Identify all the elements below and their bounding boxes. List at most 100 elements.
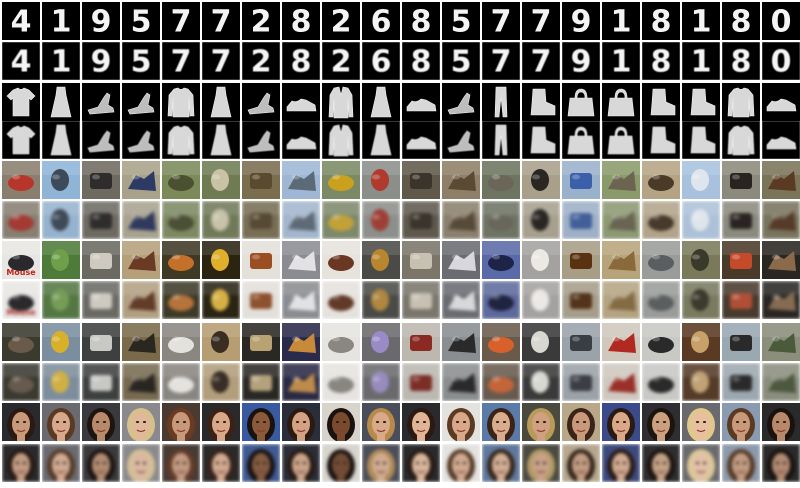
original-image (122, 241, 160, 279)
original-image (682, 323, 720, 361)
original-image (402, 83, 440, 121)
original-image (162, 241, 200, 279)
reconstruction-image: 6 (362, 42, 400, 80)
original-image (442, 241, 480, 279)
original-image (602, 323, 640, 361)
original-image (122, 403, 160, 441)
reconstruction-image (202, 201, 240, 239)
original-image (2, 83, 40, 121)
ankle-boot-icon (650, 126, 676, 154)
reconstruction-image (642, 363, 680, 401)
original-image: 9 (82, 2, 120, 40)
original-image (162, 161, 200, 199)
cifar-10-original-row (0, 161, 800, 199)
reconstruction-image (362, 363, 400, 401)
bag-icon (567, 126, 595, 155)
original-image (682, 83, 720, 121)
reconstruction-image (122, 281, 160, 319)
reconstruction-image (282, 281, 320, 319)
original-image (82, 83, 120, 121)
original-image (402, 161, 440, 199)
digit-label: 8 (731, 5, 752, 40)
original-image (562, 241, 600, 279)
original-image (402, 403, 440, 441)
original-image: 6 (362, 2, 400, 40)
reconstruction-image (202, 281, 240, 319)
reconstruction-image (202, 444, 240, 482)
reconstruction-image (522, 363, 560, 401)
original-image (402, 241, 440, 279)
reconstruction-image (42, 281, 80, 319)
reconstruction-image (322, 201, 360, 239)
reconstruction-image: 8 (402, 42, 440, 80)
tshirt-icon (6, 87, 36, 117)
original-image (42, 241, 80, 279)
digit-label: 9 (571, 5, 592, 40)
reconstruction-image (642, 121, 680, 159)
bag-icon (567, 88, 595, 117)
original-image: 2 (322, 2, 360, 40)
original-image (242, 161, 280, 199)
trouser-icon (494, 124, 508, 156)
original-image (722, 323, 760, 361)
reconstruction-image (442, 363, 480, 401)
digit-label: 1 (691, 45, 712, 80)
sandal-icon (87, 130, 115, 153)
digit-label: 0 (771, 45, 792, 80)
original-image (602, 241, 640, 279)
dress-icon (210, 86, 232, 118)
original-image (42, 83, 80, 121)
digit-label: 6 (371, 45, 392, 80)
reconstruction-image (402, 201, 440, 239)
original-image (482, 323, 520, 361)
reconstruction-image (722, 281, 760, 319)
original-image (722, 161, 760, 199)
original-image (602, 403, 640, 441)
reconstruction-image (42, 201, 80, 239)
reconstruction-image (602, 363, 640, 401)
original-image (122, 83, 160, 121)
original-image: 7 (162, 2, 200, 40)
original-image (82, 161, 120, 199)
digit-label: 1 (51, 45, 72, 80)
reconstruction-image (722, 363, 760, 401)
pullover-icon (727, 125, 755, 156)
ankle-boot-icon (690, 88, 716, 116)
original-image (2, 403, 40, 441)
dress-icon (50, 86, 72, 118)
fashion-mnist-original-row (0, 83, 800, 121)
reconstruction-image (82, 121, 120, 159)
original-image (482, 161, 520, 199)
original-image: 1 (42, 2, 80, 40)
original-image (82, 241, 120, 279)
original-image (642, 161, 680, 199)
sandal-icon (127, 92, 155, 115)
ankle-boot-icon (650, 88, 676, 116)
original-image (282, 241, 320, 279)
digit-label: 7 (211, 5, 232, 40)
reconstruction-image (2, 363, 40, 401)
sneaker-icon (766, 98, 797, 112)
cifar-10-reconstruction-row (0, 201, 800, 239)
original-image (2, 323, 40, 361)
original-image: 8 (402, 2, 440, 40)
ankle-boot-icon (690, 126, 716, 154)
reconstruction-image: 2 (242, 42, 280, 80)
reconstruction-image: 1 (42, 42, 80, 80)
original-image (42, 403, 80, 441)
reconstruction-image (482, 281, 520, 319)
digit-label: 8 (651, 5, 672, 40)
coat-icon (328, 86, 354, 119)
original-image (442, 83, 480, 121)
original-image (322, 83, 360, 121)
reconstruction-image (722, 444, 760, 482)
original-image: 7 (202, 2, 240, 40)
sandal-icon (447, 92, 475, 115)
reconstruction-image (482, 363, 520, 401)
original-image (642, 83, 680, 121)
reconstruction-image (522, 201, 560, 239)
original-image (162, 83, 200, 121)
original-image (82, 403, 120, 441)
reconstruction-image (482, 201, 520, 239)
